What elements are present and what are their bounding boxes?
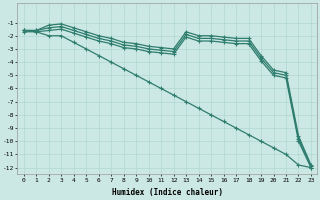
X-axis label: Humidex (Indice chaleur): Humidex (Indice chaleur) [112, 188, 223, 197]
